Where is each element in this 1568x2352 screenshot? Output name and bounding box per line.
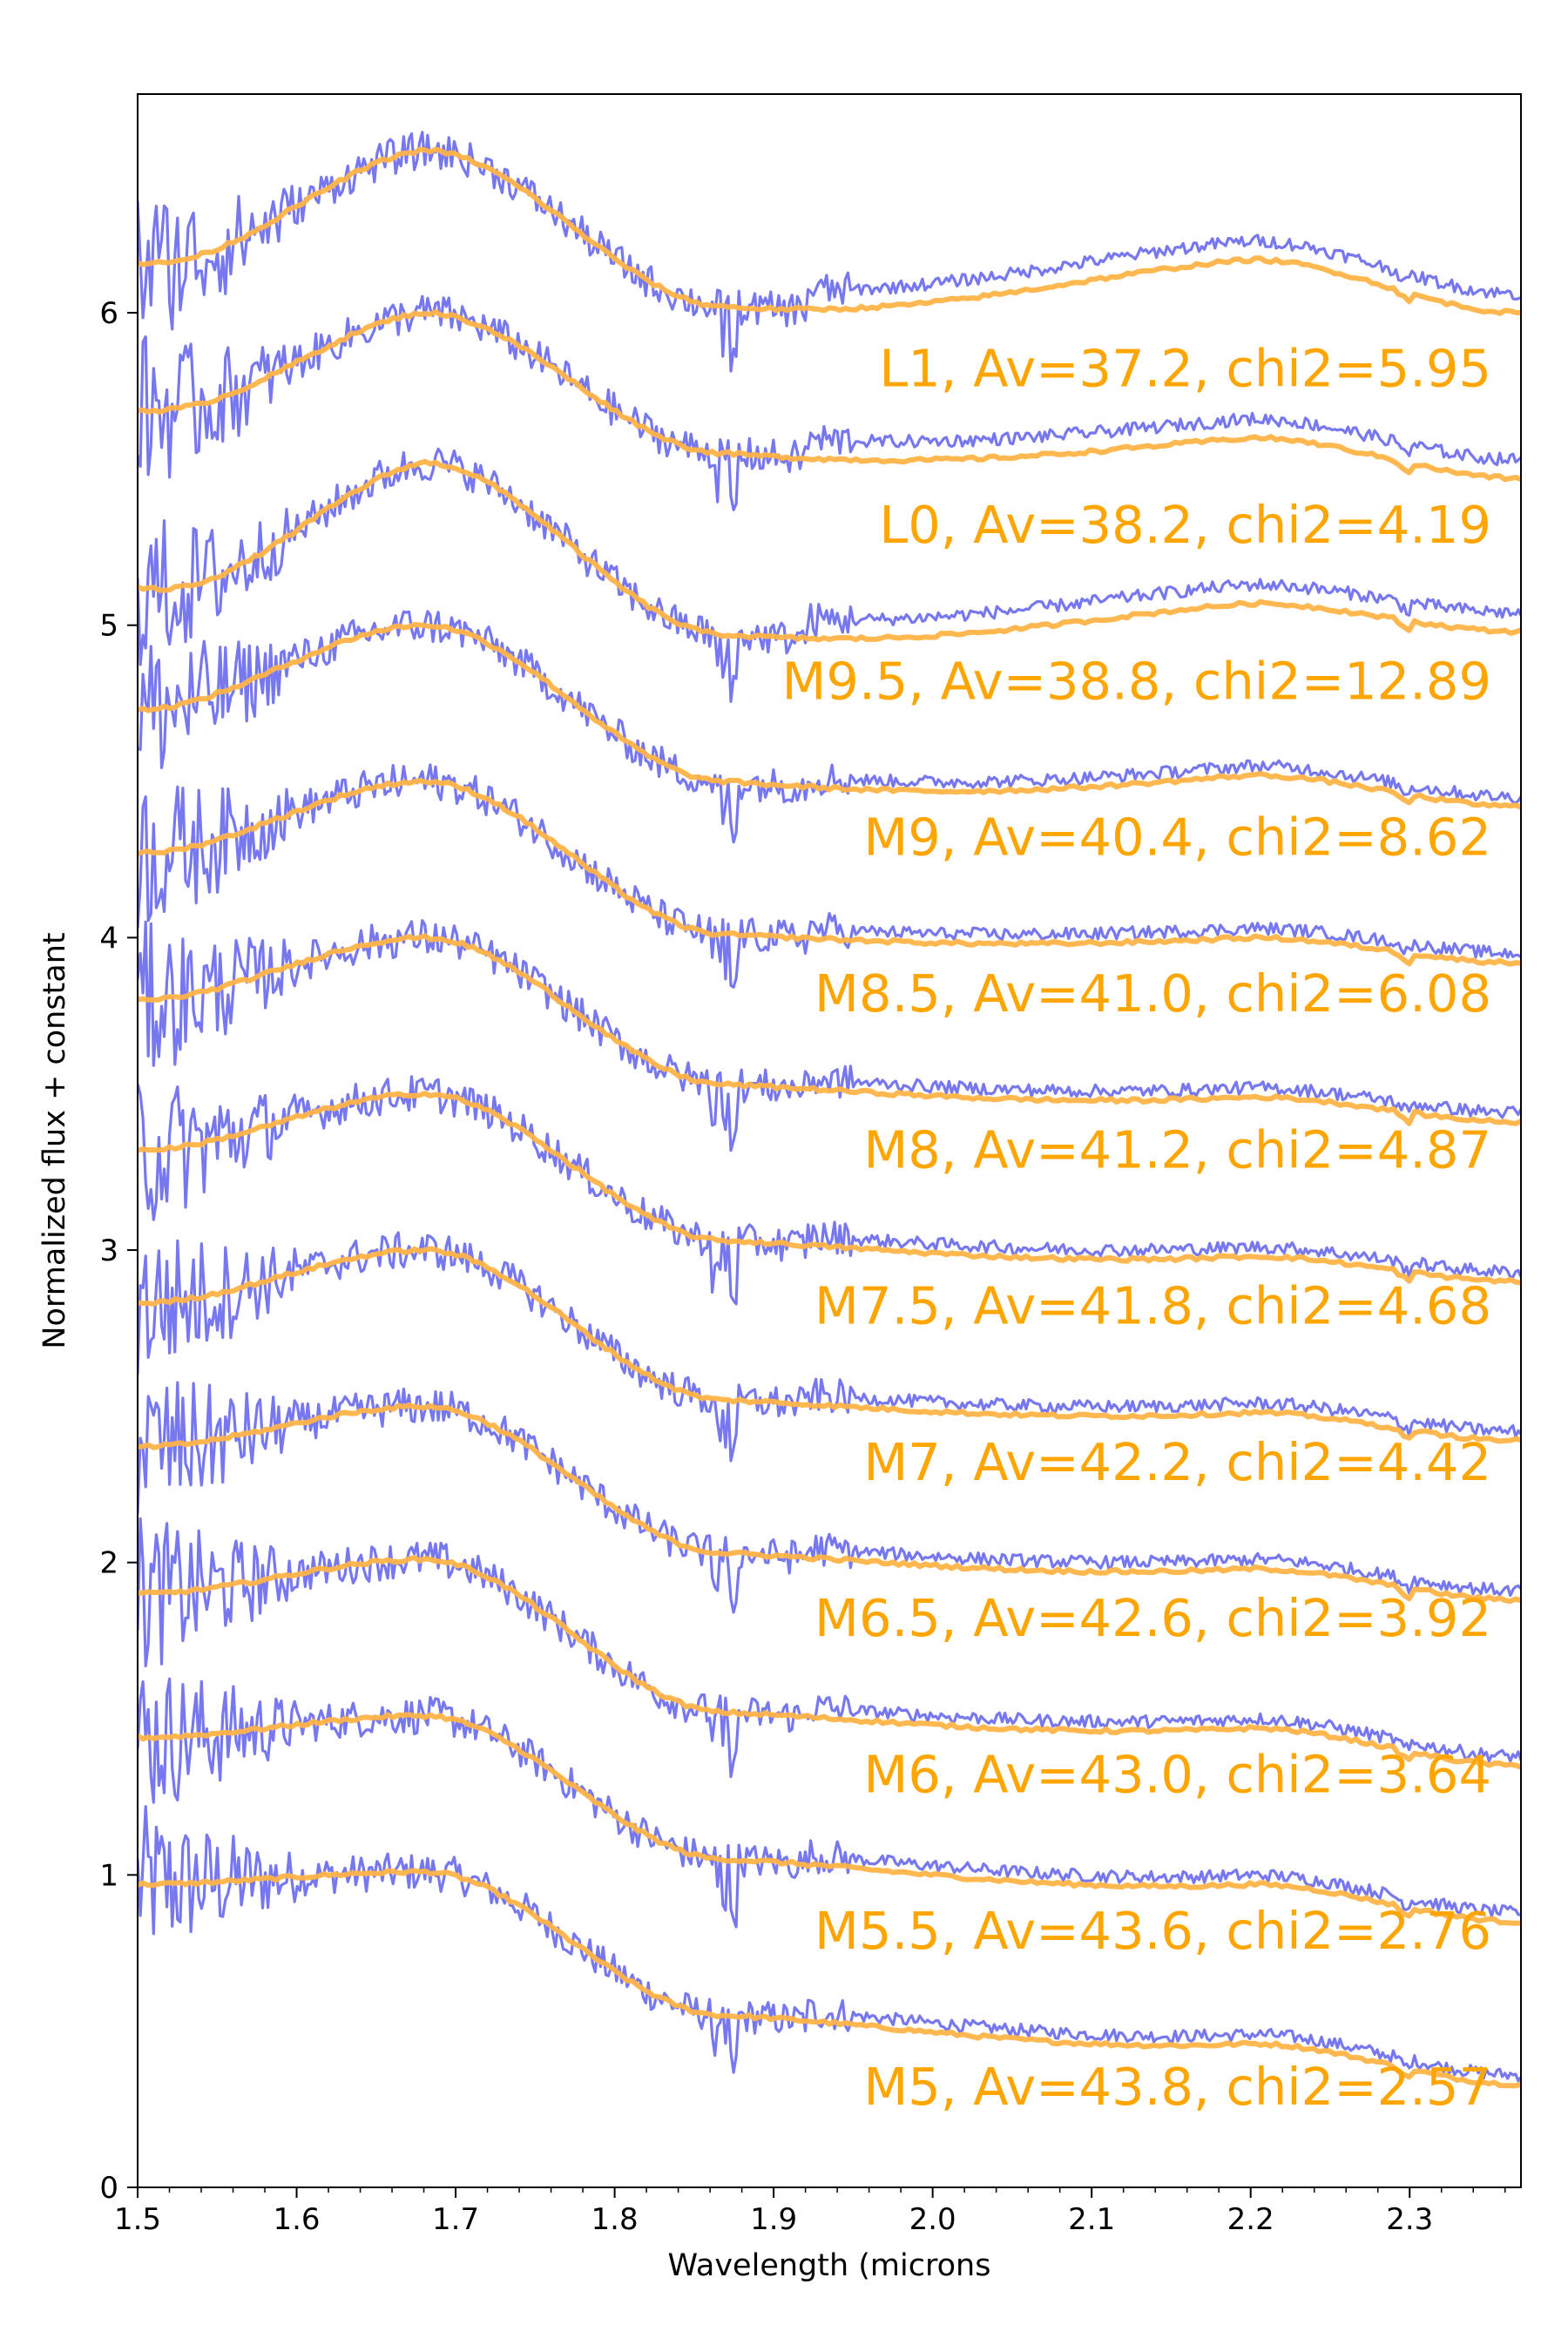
annotation-m6: M6, Av=43.0, chi2=3.64: [863, 1745, 1491, 1805]
series-m8: [138, 919, 1521, 1152]
x-tick-label: 2.2: [1227, 2202, 1274, 2237]
x-tick-label: 1.6: [273, 2202, 320, 2237]
model-spectrum-m8-5: [138, 778, 1521, 967]
series-m5-5: [138, 1677, 1521, 1929]
y-tick-label: 3: [99, 1233, 118, 1268]
annotation-l1: L1, Av=37.2, chi2=5.95: [879, 339, 1491, 399]
x-axis-label: Wavelength (microns: [668, 2248, 991, 2283]
annotation-m5: M5, Av=43.8, chi2=2.57: [863, 2057, 1491, 2117]
annotation-m7-5: M7.5, Av=41.8, chi2=4.68: [814, 1276, 1491, 1336]
y-tick-label: 2: [99, 1546, 118, 1581]
x-tick-label: 1.9: [750, 2202, 797, 2237]
series-m8-5: [138, 763, 1521, 989]
series-m9-5: [138, 447, 1521, 703]
observed-spectrum-m6-5: [138, 1381, 1521, 1614]
annotation-l0: L0, Av=38.2, chi2=4.19: [879, 495, 1491, 555]
x-tick-label: 2.0: [909, 2202, 956, 2237]
annotation-m9: M9, Av=40.4, chi2=8.62: [863, 808, 1491, 868]
series-l1: [138, 131, 1521, 373]
observed-spectrum-m9: [138, 610, 1521, 844]
annotation-m6-5: M6.5, Av=42.6, chi2=3.92: [814, 1588, 1491, 1648]
y-axis-label: Normalized flux + constant: [37, 932, 72, 1348]
observed-spectrum-l0: [138, 294, 1521, 511]
model-spectrum-l1: [138, 146, 1521, 316]
observed-spectrum-m9-5: [138, 447, 1521, 703]
x-tick-label: 1.5: [114, 2202, 161, 2237]
model-spectrum-m9-5: [138, 458, 1521, 643]
annotation-m8-5: M8.5, Av=41.0, chi2=6.08: [814, 963, 1491, 1024]
observed-spectrum-m8-5: [138, 763, 1521, 989]
series-l0: [138, 294, 1521, 511]
plot-area: [138, 131, 1521, 2089]
model-spectrum-m5: [138, 1868, 1521, 2089]
x-tick-label: 2.3: [1386, 2202, 1433, 2237]
series-m6-5: [138, 1381, 1521, 1614]
annotation-m8: M8, Av=41.2, chi2=4.87: [863, 1119, 1491, 1179]
x-tick-label: 2.1: [1068, 2202, 1115, 2237]
model-spectrum-m7-5: [138, 1091, 1521, 1286]
series-m7-5: [138, 1075, 1521, 1306]
series-m6: [138, 1517, 1521, 1779]
y-tick-label: 1: [99, 1858, 118, 1893]
observed-spectrum-m5-5: [138, 1677, 1521, 1929]
y-tick-label: 6: [99, 296, 118, 331]
model-spectrum-l0: [138, 308, 1521, 483]
model-spectrum-m5-5: [138, 1712, 1521, 1926]
model-spectrum-m9: [138, 622, 1521, 810]
observed-spectrum-l1: [138, 131, 1521, 373]
series-m9: [138, 610, 1521, 844]
observed-spectrum-m6: [138, 1517, 1521, 1779]
axes-frame: [137, 93, 1522, 2188]
y-tick-label: 5: [99, 609, 118, 644]
series-m7: [138, 1231, 1521, 1463]
axis-ticks: 1.5 1.6 1.7 1.8 1.9 2.0 2.1 2.2 2.3 0 1 2 3 4 5 6: [99, 296, 1506, 2237]
x-tick-label: 1.8: [591, 2202, 639, 2237]
model-spectrum-m6: [138, 1555, 1521, 1770]
series-annotations: M5, Av=43.8, chi2=2.57 M5.5, Av=43.6, chi…: [782, 339, 1491, 2118]
y-tick-label: 0: [99, 2171, 118, 2206]
annotation-m5-5: M5.5, Av=43.6, chi2=2.76: [814, 1901, 1491, 1961]
series-m5: [138, 1805, 1521, 2089]
y-tick-label: 4: [99, 921, 118, 956]
model-spectrum-m8: [138, 933, 1521, 1126]
annotation-m9-5: M9.5, Av=38.8, chi2=12.89: [782, 651, 1491, 711]
annotation-m7: M7, Av=42.2, chi2=4.42: [863, 1432, 1491, 1492]
model-spectrum-m7: [138, 1246, 1521, 1444]
x-tick-label: 1.7: [432, 2202, 479, 2237]
model-spectrum-m6-5: [138, 1402, 1521, 1605]
